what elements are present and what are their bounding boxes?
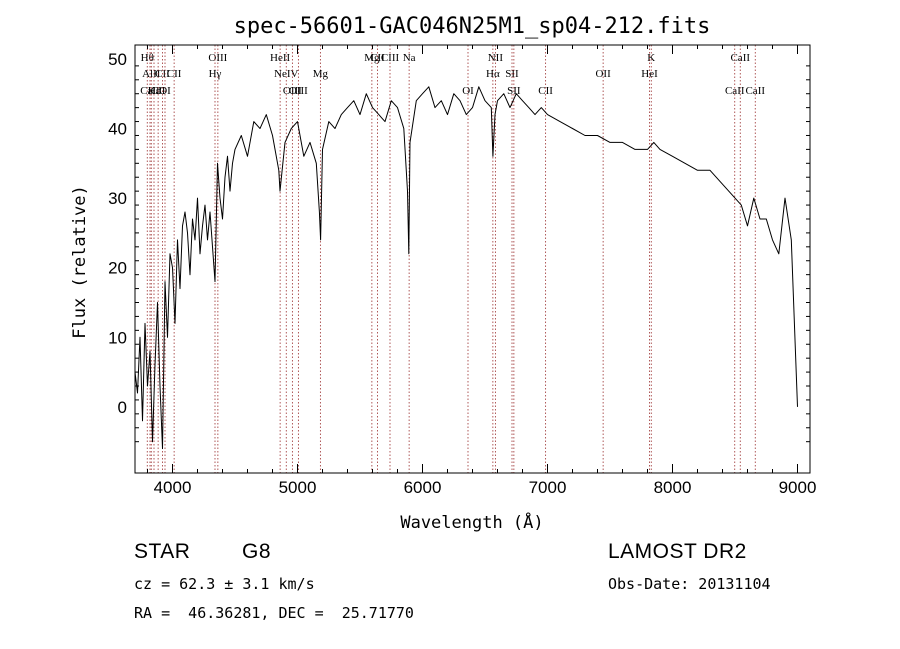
spectral-line-label: Hγ	[209, 68, 222, 80]
spectral-line-label: Hα	[486, 68, 500, 80]
spectral-line-label: NeIV	[274, 68, 298, 80]
y-tick-label: 40	[108, 120, 127, 139]
spectral-line-label: OIII	[208, 52, 227, 64]
spectral-line-label: OIII	[283, 85, 302, 97]
x-axis-label: Wavelength (Å)	[400, 511, 543, 533]
y-tick-label: 0	[118, 398, 127, 417]
redshift-cz: cz = 62.3 ± 3.1 km/s	[134, 575, 315, 593]
spectral-line-label: OI	[159, 85, 171, 97]
plot-frame	[134, 44, 811, 474]
spectral-line-label: CaII	[745, 85, 765, 97]
y-axis: 0 10 20 30 40 50	[108, 50, 810, 443]
spectral-line-label: Hθ	[141, 52, 154, 64]
spectral-line-label: NII	[488, 52, 504, 64]
x-tick-label: 7000	[529, 478, 567, 497]
data-release: LAMOST DR2	[608, 540, 747, 563]
y-tick-label: 20	[108, 259, 127, 278]
spectral-line-label: Mg	[313, 68, 329, 80]
spectral-line-label: AlII	[142, 68, 161, 80]
spectral-line-label: OI	[462, 85, 474, 97]
spectral-line-label: CII	[155, 68, 170, 80]
spectral-line-label: OIII	[289, 85, 308, 97]
spectral-line-label: HeII	[270, 52, 290, 64]
spectral-line-label: Mg	[364, 52, 380, 64]
spectral-line-label: CaII	[140, 85, 160, 97]
spectrum-line-0	[134, 86, 798, 450]
object-subclass: G8	[242, 540, 272, 563]
spectral-line-label: SII	[507, 85, 521, 97]
y-axis-label: Flux (relative)	[70, 185, 90, 339]
spectral-line-label: SII	[505, 68, 519, 80]
coordinates-ra-dec: RA = 46.36281, DEC = 25.71770	[134, 604, 414, 622]
spectral-line-label: OII	[595, 68, 611, 80]
x-tick-label: 8000	[654, 478, 692, 497]
x-tick-label: 6000	[404, 478, 442, 497]
spectral-line-label: CIII	[381, 52, 400, 64]
spectrum-chart: spec-56601-GAC046N25M1_sp04-212.fits Hθ A…	[70, 14, 817, 533]
spectral-line-label: CII	[151, 85, 166, 97]
x-axis: 4000 5000 6000 7000 8000 9000	[147, 45, 817, 497]
x-tick-label: 5000	[279, 478, 317, 497]
x-tick-label: 9000	[779, 478, 817, 497]
spectrum-series	[134, 86, 798, 450]
chart-title: spec-56601-GAC046N25M1_sp04-212.fits	[234, 14, 711, 39]
spectral-line-label: CaII	[730, 52, 750, 64]
spectral-line-label: CII	[538, 85, 553, 97]
observation-date: Obs-Date: 20131104	[608, 575, 771, 593]
spectral-line-label: CaII	[725, 85, 745, 97]
spectral-line-label: CII	[370, 52, 385, 64]
spectral-line-label: CII	[167, 68, 182, 80]
y-tick-label: 50	[108, 50, 127, 69]
spectral-line-label: Hε	[148, 85, 161, 97]
spectral-line-label: Na	[403, 52, 416, 64]
spectral-line-label: K	[647, 52, 655, 64]
x-tick-label: 4000	[154, 478, 192, 497]
spectral-line-label: HeI	[641, 68, 658, 80]
y-tick-label: 10	[108, 328, 127, 347]
spectral-line-markers: HθAlIICaIIHεCIICIIOICIIOIIIHγHeIINeIVOII…	[140, 45, 765, 473]
object-class: STAR	[134, 540, 191, 563]
y-tick-label: 30	[108, 189, 127, 208]
